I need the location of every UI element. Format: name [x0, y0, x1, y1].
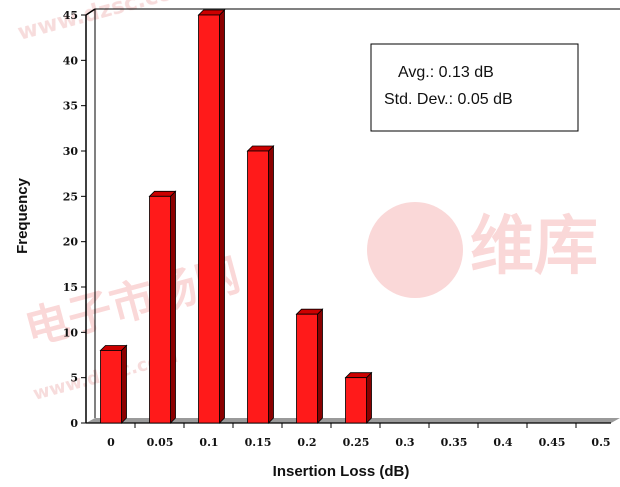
bar-front: [247, 150, 269, 424]
bar-top: [99, 345, 128, 351]
y-tick-label: 35: [63, 100, 78, 113]
bars: [99, 9, 373, 424]
x-tick-label: 0.4: [493, 436, 512, 449]
bar: [344, 371, 373, 424]
y-tick-label: 15: [63, 281, 78, 294]
bar-front: [296, 313, 318, 424]
watermark-logo-text: 维库: [470, 210, 598, 284]
x-tick-label: 0.05: [147, 436, 174, 449]
y-tick-label: 25: [63, 190, 78, 203]
bar-side: [170, 190, 176, 424]
y-tick-label: 30: [63, 145, 79, 158]
stats-avg: Avg.: 0.13 dB: [398, 64, 494, 81]
x-tick-label: 0.3: [395, 436, 414, 449]
bar-top: [246, 145, 275, 152]
watermark-logo-circle: [367, 202, 463, 298]
x-tick-label: 0.15: [245, 436, 272, 449]
stats-box-frame: [370, 43, 579, 132]
y-axis-title: Frequency: [14, 177, 31, 254]
bar-front: [345, 377, 367, 424]
x-tick-label: 0.1: [199, 436, 218, 449]
stats-std: Std. Dev.: 0.05 dB: [384, 91, 513, 108]
bar-side: [121, 344, 127, 424]
x-axis-title: Insertion Loss (dB): [273, 463, 410, 480]
x-axis-ticks: 0 0.05 0.1 0.15 0.2 0.25 0.3 0.35 0.4 0.45 0.5: [107, 423, 611, 449]
bar-side: [219, 9, 225, 424]
bar-front: [198, 14, 220, 424]
y-tick-label: 0: [70, 417, 78, 430]
watermark-url-top: www.dzsc.com: [15, 0, 197, 46]
y-tick-label: 10: [63, 326, 79, 339]
x-tick-label: 0.45: [539, 436, 566, 449]
x-tick-label: 0.25: [343, 436, 370, 449]
x-tick-label: 0.5: [591, 436, 610, 449]
y-tick-label: 20: [63, 236, 79, 249]
bar-top: [148, 190, 177, 197]
bar: [295, 308, 324, 424]
bar-top: [344, 372, 373, 379]
y-tick-label: 45: [63, 9, 78, 22]
y-tick-label: 40: [63, 54, 79, 67]
bar-top: [197, 9, 226, 16]
x-tick-label: 0.2: [297, 436, 316, 449]
x-tick-label: 0.35: [441, 436, 468, 449]
bar: [246, 145, 275, 424]
bar-side: [317, 308, 323, 424]
bar-side: [366, 371, 372, 424]
bar: [148, 190, 177, 424]
bar-front: [149, 195, 171, 424]
y-axis-ticks: 0 5 10 15 20 25 30 35 40 45: [63, 9, 86, 430]
stats-box: Avg.: 0.13 dB Std. Dev.: 0.05 dB: [370, 43, 579, 132]
bar-front: [100, 350, 122, 424]
y-tick-label: 5: [70, 372, 78, 385]
bar-side: [268, 145, 274, 424]
bar: [99, 344, 128, 424]
x-tick-label: 0: [107, 436, 115, 449]
bar: [197, 9, 226, 424]
bar-top: [295, 308, 324, 315]
